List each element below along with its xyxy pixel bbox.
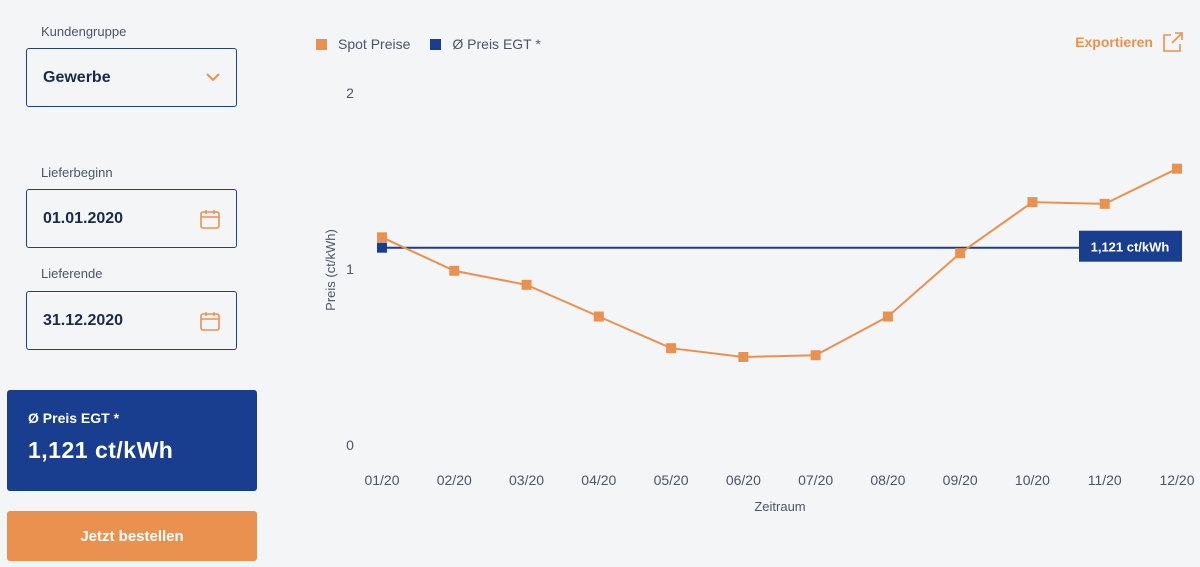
- customer-group-value: Gewerbe: [43, 68, 111, 86]
- legend-swatch-spot: [316, 38, 327, 50]
- chart-legend: Spot Preise Ø Preis EGT *: [316, 36, 561, 52]
- y-tick-label: 1: [346, 261, 354, 277]
- customer-group-label: Kundengruppe: [41, 24, 127, 39]
- spot-price-point[interactable]: [666, 343, 677, 354]
- delivery-start-label: Lieferbeginn: [41, 165, 113, 180]
- legend-label-avg: Ø Preis EGT *: [452, 36, 541, 52]
- x-tick-label: 12/20: [1159, 472, 1194, 488]
- x-tick-label: 05/20: [654, 472, 689, 488]
- x-tick-label: 02/20: [437, 472, 472, 488]
- calendar-icon[interactable]: [200, 209, 220, 229]
- x-axis-title: Zeitraum: [754, 499, 805, 514]
- delivery-start-field[interactable]: 01.01.2020: [26, 189, 237, 248]
- legend-item-avg[interactable]: Ø Preis EGT *: [430, 36, 541, 52]
- chevron-down-icon: [206, 73, 220, 82]
- x-tick-label: 09/20: [943, 472, 978, 488]
- spot-price-point[interactable]: [882, 311, 893, 322]
- export-label: Exportieren: [1075, 34, 1153, 50]
- order-button[interactable]: Jetzt bestellen: [7, 511, 257, 561]
- x-tick-label: 03/20: [509, 472, 544, 488]
- export-icon: [1162, 31, 1184, 53]
- y-tick-label: 2: [346, 85, 354, 101]
- export-button[interactable]: Exportieren: [1075, 31, 1184, 53]
- legend-item-spot[interactable]: Spot Preise: [316, 36, 410, 52]
- spot-price-point[interactable]: [738, 352, 749, 362]
- y-axis-title: Preis (ct/kWh): [323, 229, 338, 311]
- spot-price-point[interactable]: [1172, 163, 1182, 174]
- spot-price-point[interactable]: [1099, 198, 1110, 209]
- avg-price-value: 1,121 ct/kWh: [28, 437, 174, 463]
- calendar-icon[interactable]: [200, 311, 220, 331]
- x-tick-label: 01/20: [364, 472, 399, 488]
- spot-price-point[interactable]: [955, 248, 966, 259]
- x-tick-label: 08/20: [870, 472, 905, 488]
- x-tick-label: 04/20: [581, 472, 616, 488]
- delivery-end-field[interactable]: 31.12.2020: [26, 291, 237, 350]
- spot-price-point[interactable]: [377, 232, 387, 243]
- avg-annotation-label: 1,121 ct/kWh: [1091, 240, 1170, 255]
- customer-group-select[interactable]: Gewerbe: [26, 48, 237, 107]
- delivery-end-value: 31.12.2020: [43, 311, 124, 329]
- spot-price-point[interactable]: [449, 265, 460, 276]
- y-tick-label: 0: [346, 437, 354, 453]
- x-tick-label: 06/20: [726, 472, 761, 488]
- avg-annotation-box: [1079, 230, 1182, 262]
- legend-swatch-avg: [430, 38, 442, 50]
- delivery-end-label: Lieferende: [41, 266, 103, 281]
- legend-label-spot: Spot Preise: [338, 36, 411, 52]
- avg-price-box: Ø Preis EGT * 1,121 ct/kWh: [7, 390, 257, 491]
- delivery-start-value: 01.01.2020: [43, 209, 124, 227]
- spot-price-point[interactable]: [521, 279, 532, 290]
- spot-price-point[interactable]: [593, 311, 604, 322]
- avg-price-point: [377, 242, 387, 253]
- avg-price-label: Ø Preis EGT *: [28, 410, 120, 426]
- spot-price-point[interactable]: [810, 350, 821, 361]
- spot-price-line: [381, 167, 1178, 359]
- x-tick-label: 11/20: [1088, 472, 1122, 488]
- spot-price-point[interactable]: [1027, 197, 1038, 208]
- x-tick-label: 10/20: [1015, 472, 1050, 488]
- x-tick-label: 07/20: [798, 472, 833, 488]
